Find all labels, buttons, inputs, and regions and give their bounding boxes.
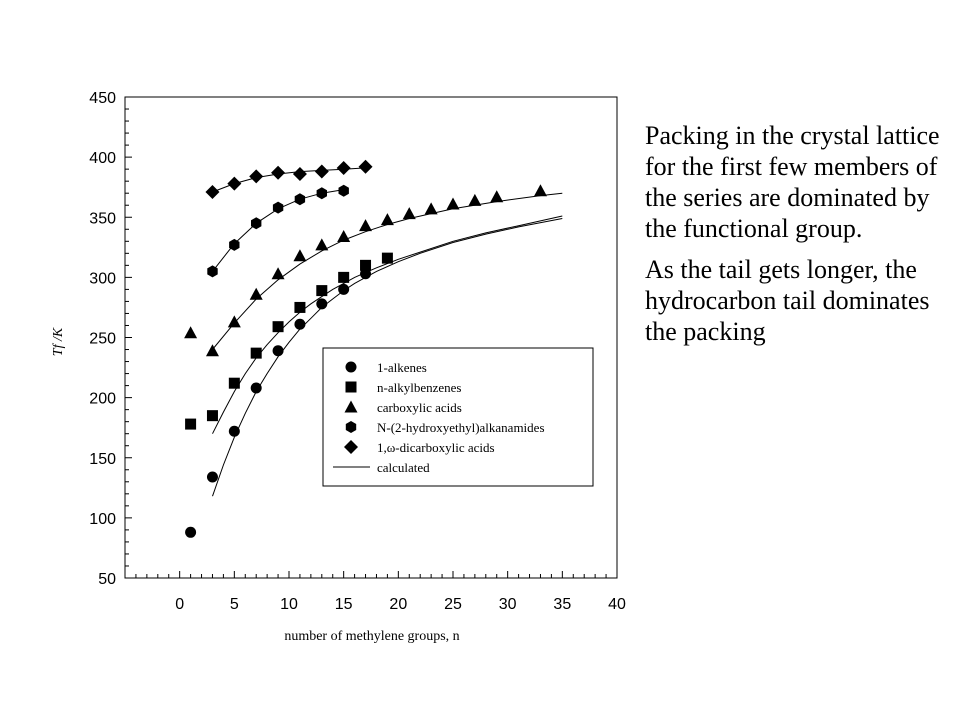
data-point-diamond (336, 160, 351, 175)
x-tick-label: 20 (389, 596, 407, 613)
data-point-triangle (424, 202, 438, 215)
legend-label: calculated (377, 460, 430, 475)
legend-swatch-square (345, 381, 357, 393)
data-point-diamond (227, 176, 242, 191)
x-tick-label: 35 (553, 596, 571, 613)
data-point-triangle (293, 249, 307, 262)
x-tick-label: 10 (280, 596, 298, 613)
data-point-triangle (205, 344, 219, 357)
data-point-triangle (468, 193, 482, 206)
legend-label: carboxylic acids (377, 400, 462, 415)
data-point-triangle (315, 238, 329, 251)
legend-label: 1-alkenes (377, 360, 427, 375)
y-tick-label: 450 (89, 90, 116, 107)
data-point-diamond (314, 164, 329, 179)
data-point-square (338, 271, 350, 283)
data-point-triangle (533, 184, 547, 197)
data-point-square (360, 259, 372, 271)
x-axis-label: number of methylene groups, n (284, 629, 459, 644)
data-point-hexagon (316, 187, 327, 200)
data-point-hexagon (272, 201, 284, 214)
data-point-triangle (227, 315, 241, 328)
data-point-hexagon (251, 217, 262, 230)
y-tick-label: 150 (89, 451, 116, 468)
x-axis: 0 5 10 15 20 25 30 35 40 (124, 571, 626, 613)
data-point-triangle (249, 287, 263, 300)
y-tick-label: 50 (98, 571, 116, 588)
data-point-circle (294, 318, 306, 330)
data-point-square (185, 418, 197, 430)
data-point-triangle (359, 219, 373, 232)
legend-box (322, 347, 594, 487)
legend-swatch-hexagon (345, 421, 357, 433)
data-point-circle (185, 526, 197, 538)
data-point-circle (272, 345, 284, 357)
data-point-square (294, 301, 306, 313)
data-point-circle (338, 283, 350, 295)
y-tick-label: 200 (89, 391, 116, 408)
data-point-triangle (490, 190, 504, 203)
y-tick-label: 250 (89, 331, 116, 348)
data-point-square (228, 377, 240, 389)
x-tick-label: 0 (175, 596, 184, 613)
legend-label: N-(2-hydroxyethyl)alkanamides (377, 420, 545, 435)
data-point-diamond (205, 184, 220, 199)
data-point-hexagon (338, 184, 349, 197)
data-point-square (381, 252, 393, 264)
paragraph-hydrocarbon-tail: As the tail gets longer, the hydrocarbon… (645, 255, 930, 346)
data-point-hexagon (294, 193, 306, 206)
data-point-circle (250, 382, 262, 394)
y-axis: 50 100 150 200 250 300 350 400 450 (89, 90, 132, 588)
data-point-diamond (271, 165, 286, 180)
x-tick-label: 40 (608, 596, 626, 613)
data-point-triangle (184, 326, 198, 339)
y-tick-label: 350 (89, 210, 116, 227)
data-point-diamond (292, 166, 307, 181)
data-point-hexagon (207, 265, 218, 278)
legend-label: n-alkylbenzenes (377, 380, 461, 395)
data-point-hexagon (229, 238, 240, 251)
data-point-circle (228, 425, 240, 437)
paragraph-functional-group: Packing in the crystal lattice for the f… (645, 121, 940, 243)
data-point-circle (316, 298, 328, 310)
data-point-square (206, 410, 218, 422)
data-point-square (250, 347, 262, 359)
x-tick-label: 15 (335, 596, 353, 613)
data-point-circle (360, 268, 372, 280)
data-point-triangle (337, 229, 351, 242)
y-axis-label: Tf /K (51, 327, 66, 356)
legend-swatch-circle (345, 361, 357, 373)
data-point-circle (206, 471, 218, 483)
data-point-triangle (402, 207, 416, 220)
legend-swatch-triangle (344, 400, 358, 413)
legend-label: 1,ω-dicarboxylic acids (377, 440, 495, 455)
x-tick-label: 30 (499, 596, 517, 613)
x-tick-label: 25 (444, 596, 462, 613)
data-point-diamond (358, 159, 373, 174)
data-point-square (272, 321, 284, 333)
legend-swatch-diamond (344, 440, 358, 454)
data-point-triangle (271, 267, 285, 280)
legend: 1-alkenes n-alkylbenzenes carboxylic acids… (322, 347, 594, 487)
plot-border (124, 96, 618, 579)
y-tick-label: 400 (89, 150, 116, 167)
y-tick-label: 100 (89, 511, 116, 528)
explanation-text: Packing in the crystal lattice for the f… (645, 120, 945, 357)
melting-point-chart: 50 100 150 200 250 300 350 400 450 0 5 10 15 20 25 30 3… (51, 90, 626, 644)
data-point-square (316, 285, 328, 297)
x-tick-label: 5 (230, 596, 239, 613)
y-tick-label: 300 (89, 270, 116, 287)
data-point-triangle (380, 213, 394, 226)
data-markers (184, 159, 547, 538)
data-point-triangle (446, 197, 460, 210)
data-point-diamond (249, 169, 264, 184)
plot-frame (124, 96, 618, 579)
